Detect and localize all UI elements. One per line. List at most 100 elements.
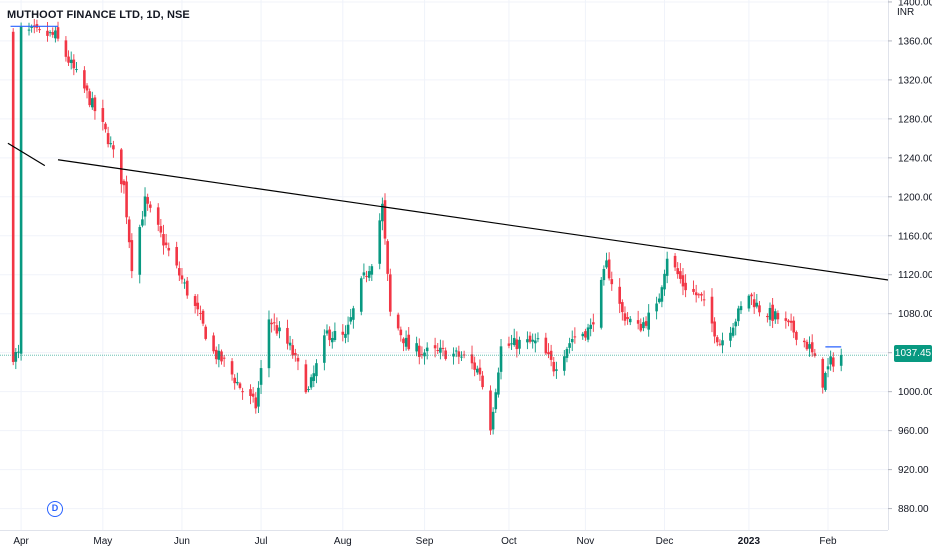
x-tick-label: Oct — [501, 536, 517, 547]
candle-up — [54, 30, 57, 39]
candle-down — [122, 180, 126, 186]
candle-down — [692, 288, 695, 292]
candle-up — [655, 303, 658, 312]
candle-down — [162, 234, 165, 246]
y-tick-label: 880.00 — [898, 504, 929, 515]
candle-down — [386, 241, 389, 274]
trendline — [57, 159, 900, 283]
candle-up — [48, 32, 52, 34]
candle-up — [565, 348, 569, 358]
candle-down — [673, 255, 677, 268]
drawings[interactable] — [0, 25, 900, 356]
candle-down — [180, 275, 184, 280]
candle-down — [270, 322, 273, 325]
candle-down — [328, 329, 331, 341]
candle-down — [810, 342, 814, 353]
candle-up — [75, 69, 78, 71]
candle-down — [607, 259, 611, 279]
candle-up — [499, 346, 503, 372]
candle-up — [494, 392, 498, 410]
candle-up — [734, 321, 738, 327]
candle-up — [729, 332, 732, 341]
candle-up — [647, 312, 651, 330]
y-tick-label: 1080.00 — [898, 309, 932, 320]
candle-down — [175, 247, 178, 266]
candle-up — [628, 318, 632, 323]
candle-down — [291, 345, 295, 356]
candle-down — [821, 359, 825, 388]
candle-down — [700, 293, 703, 296]
candle-down — [573, 336, 577, 338]
candle-up — [27, 29, 31, 31]
candle-down — [549, 350, 553, 360]
y-tick-label: 1160.00 — [898, 231, 932, 242]
y-tick-label: 1400.00 — [898, 0, 932, 8]
candle-up — [536, 338, 540, 340]
candle-up — [90, 98, 94, 108]
candle-down — [64, 40, 68, 57]
candle-down — [752, 299, 756, 308]
y-tick-label: 960.00 — [898, 426, 929, 437]
candle-down — [802, 340, 806, 343]
candle-down — [104, 123, 107, 130]
candle-down — [56, 27, 60, 39]
candle-up — [773, 311, 777, 320]
candle-up — [346, 324, 350, 335]
candle-up — [824, 373, 827, 390]
candle-down — [399, 329, 403, 336]
candle-up — [323, 335, 326, 363]
candle-down — [676, 268, 680, 275]
candle-up — [30, 26, 33, 28]
candle-down — [254, 397, 258, 409]
candle-down — [220, 351, 223, 362]
candle-up — [109, 143, 113, 145]
candle-down — [296, 357, 300, 362]
candle-up — [568, 343, 571, 348]
candle-down — [592, 322, 595, 325]
candle-down — [433, 345, 437, 349]
candle-down — [813, 353, 817, 356]
candle-down — [758, 305, 761, 313]
candle-down — [420, 354, 424, 356]
candle-up — [404, 337, 408, 347]
x-tick-label: 2023 — [738, 536, 761, 547]
candle-down — [697, 294, 701, 296]
y-tick-label: 1360.00 — [898, 36, 932, 47]
candle-down — [623, 313, 627, 321]
candle-up — [367, 271, 371, 278]
candle-down — [547, 352, 550, 355]
candle-down — [766, 315, 769, 318]
y-tick-label: 1280.00 — [898, 114, 932, 125]
candle-up — [642, 322, 645, 329]
candle-down — [178, 268, 181, 276]
candle-down — [38, 29, 41, 31]
candle-up — [737, 308, 740, 322]
candle-down — [251, 393, 255, 397]
candle-up — [768, 307, 772, 320]
candle-down — [626, 317, 629, 320]
y-tick-label: 1320.00 — [898, 75, 932, 86]
candle-up — [344, 333, 347, 338]
candle-up — [259, 368, 263, 385]
candle-up — [333, 331, 337, 341]
candle-down — [249, 389, 252, 396]
candle-down — [214, 349, 218, 360]
candle-down — [120, 149, 123, 185]
candle-up — [349, 317, 353, 322]
candle-down — [383, 200, 387, 239]
candle-up — [747, 295, 751, 309]
candle-down — [715, 337, 719, 343]
candle-up — [839, 355, 843, 366]
candle-up — [454, 350, 458, 352]
candle-up — [663, 273, 666, 290]
candle-up — [510, 343, 513, 345]
symbol-title[interactable]: MUTHOOT FINANCE LTD, 1D, NSE — [7, 9, 190, 21]
candle-up — [359, 278, 363, 312]
candle-down — [787, 320, 790, 323]
candle-down — [610, 279, 614, 285]
candle-up — [257, 387, 260, 407]
candle-down — [771, 304, 774, 321]
y-tick-label: 1200.00 — [898, 192, 932, 203]
dividend-marker-icon[interactable]: D — [47, 501, 63, 517]
